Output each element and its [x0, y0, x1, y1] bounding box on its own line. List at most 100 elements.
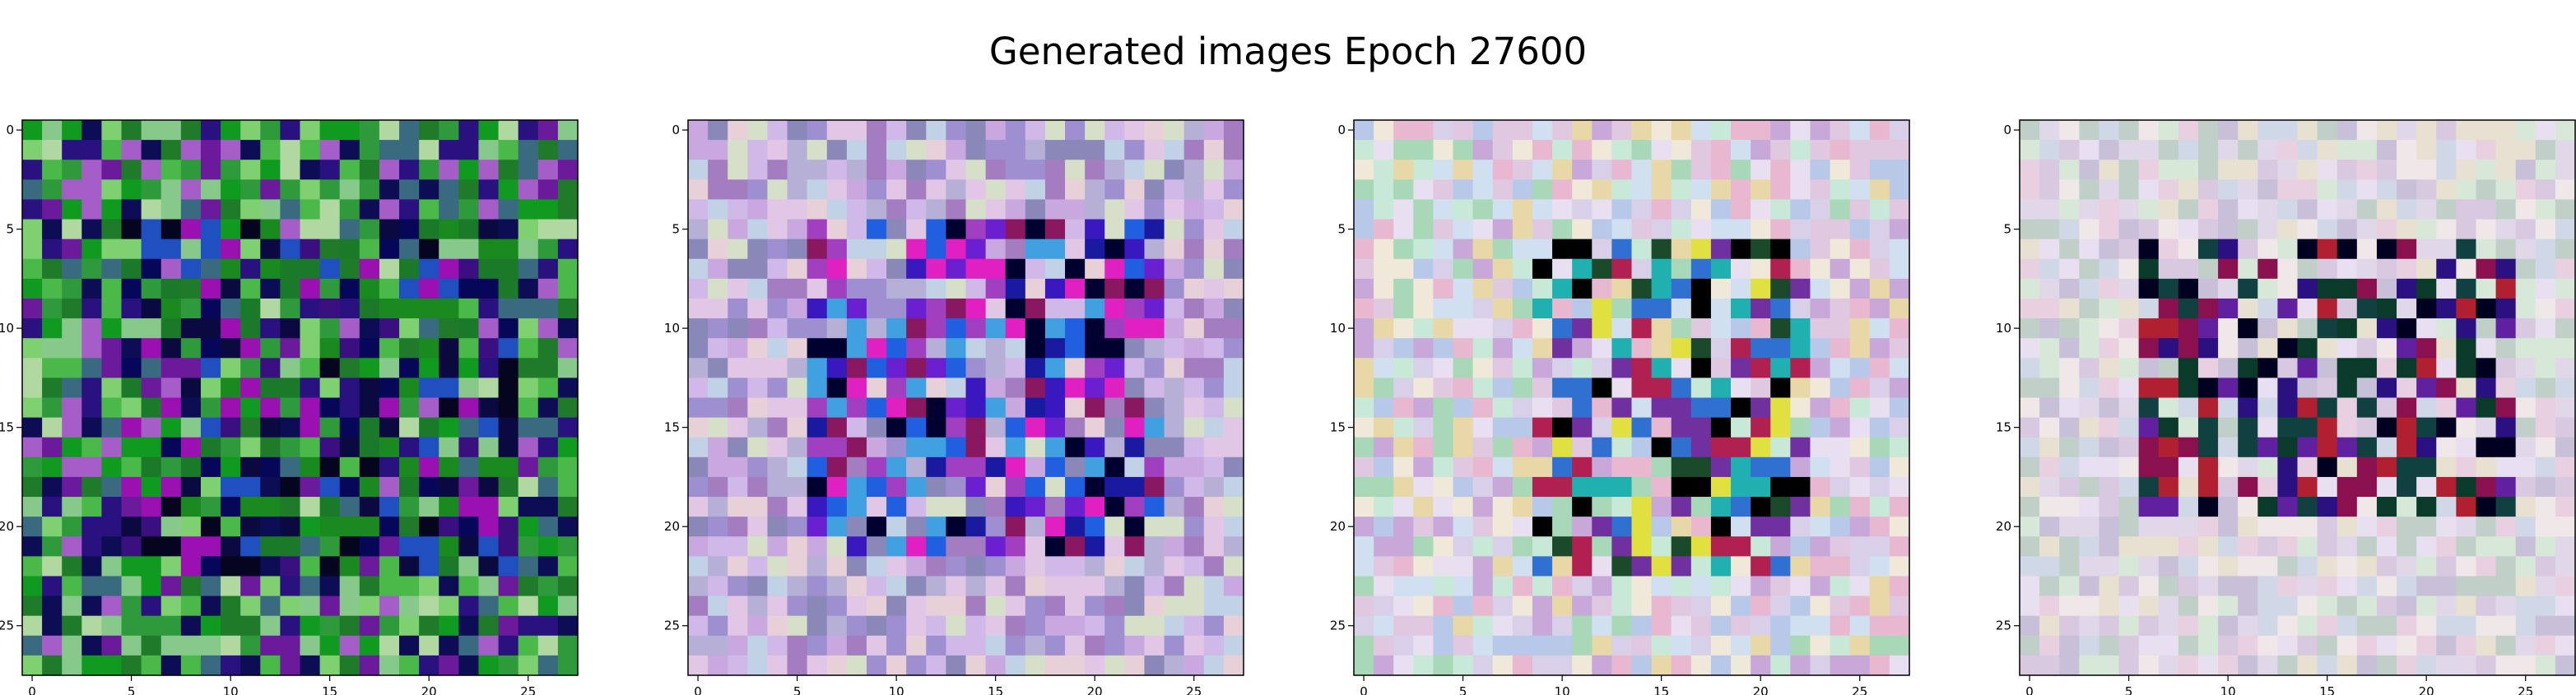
pixel-cell	[1671, 536, 1692, 557]
pixel-cell	[1085, 556, 1105, 577]
pixel-cell	[1453, 635, 1474, 656]
pixel-cell	[2436, 655, 2457, 676]
pixel-cell	[1631, 417, 1653, 438]
pixel-cell	[1710, 595, 1732, 617]
pixel-cell	[846, 655, 867, 676]
pixel-cell	[518, 397, 539, 419]
pixel-cell	[280, 378, 301, 399]
pixel-cell	[458, 576, 480, 597]
pixel-cell	[1710, 160, 1732, 180]
pixel-cell	[319, 219, 341, 240]
pixel-cell	[886, 615, 907, 637]
pixel-cell	[2079, 318, 2100, 339]
pixel-cell	[767, 635, 788, 656]
pixel-cell	[1512, 397, 1533, 419]
pixel-cell	[728, 615, 748, 637]
pixel-cell	[1690, 536, 1712, 557]
pixel-cell	[2555, 635, 2576, 656]
pixel-cell	[2059, 298, 2080, 319]
pixel-cell	[319, 397, 341, 419]
pixel-cell	[160, 397, 182, 419]
pixel-cell	[1104, 417, 1125, 438]
pixel-cell	[728, 219, 748, 240]
pixel-cell	[359, 318, 380, 339]
pixel-cell	[807, 576, 828, 597]
pixel-cell	[1869, 219, 1890, 240]
pixel-cell	[557, 556, 579, 577]
pixel-cell	[1393, 635, 1414, 656]
pixel-cell	[1453, 556, 1474, 577]
pixel-cell	[1631, 476, 1653, 498]
pixel-cell	[866, 655, 887, 676]
pixel-cell	[1572, 358, 1593, 378]
pixel-cell	[300, 120, 321, 141]
pixel-cell	[2356, 298, 2378, 319]
pixel-cell	[2197, 595, 2219, 617]
pixel-cell	[1005, 258, 1026, 280]
pixel-cell	[42, 358, 63, 378]
pixel-cell	[2020, 576, 2040, 597]
pixel-cell	[1374, 655, 1394, 676]
pixel-cell	[1810, 437, 1831, 458]
pixel-cell	[1512, 199, 1533, 220]
pixel-cell	[221, 120, 241, 141]
pixel-cell	[1592, 615, 1612, 637]
pixel-cell	[557, 497, 579, 517]
pixel-cell	[1223, 120, 1244, 141]
pixel-cell	[1453, 160, 1474, 180]
pixel-cell	[826, 140, 848, 160]
pixel-cell	[2495, 497, 2517, 517]
pixel-cell	[946, 497, 967, 517]
pixel-cell	[260, 239, 281, 260]
pixel-cell	[537, 397, 559, 419]
pixel-cell	[42, 437, 63, 458]
pixel-cell	[708, 417, 728, 438]
pixel-cell	[826, 219, 848, 240]
pixel-cell	[518, 456, 539, 478]
pixel-cell	[1751, 595, 1771, 617]
pixel-cell	[1144, 179, 1165, 201]
pixel-cell	[1869, 378, 1890, 399]
pixel-cell	[2555, 576, 2576, 597]
pixel-cell	[1472, 456, 1494, 478]
pixel-cell	[2138, 635, 2160, 656]
pixel-cell	[2495, 298, 2517, 319]
pixel-cell	[2515, 615, 2536, 637]
pixel-cell	[1005, 635, 1026, 656]
pixel-cell	[160, 536, 182, 557]
pixel-cell	[1751, 378, 1771, 399]
pixel-cell	[1104, 437, 1125, 458]
pixel-cell	[1492, 517, 1514, 537]
pixel-cell	[688, 318, 709, 339]
pixel-cell	[518, 595, 539, 617]
pixel-cell	[240, 120, 261, 141]
pixel-cell	[81, 476, 103, 498]
pixel-cell	[985, 595, 1007, 617]
pixel-cell	[359, 476, 380, 498]
pixel-cell	[1025, 358, 1046, 378]
pixel-cell	[280, 556, 301, 577]
pixel-cell	[300, 655, 321, 676]
pixel-cell	[906, 160, 927, 180]
pixel-cell	[2059, 199, 2080, 220]
pixel-cell	[1453, 437, 1474, 458]
pixel-cell	[1354, 437, 1374, 458]
pixel-cell	[2178, 199, 2199, 220]
pixel-cell	[280, 397, 301, 419]
pixel-cell	[280, 120, 301, 141]
pixel-cell	[1164, 476, 1185, 498]
pixel-cell	[807, 298, 828, 319]
y-tick-label: 15	[1996, 420, 2011, 435]
pixel-cell	[62, 556, 82, 577]
pixel-cell	[1065, 497, 1086, 517]
pixel-cell	[2356, 635, 2378, 656]
pixel-cell	[1492, 298, 1514, 319]
pixel-cell	[2476, 595, 2497, 617]
pixel-cell	[379, 576, 400, 597]
pixel-cell	[1651, 298, 1672, 319]
pixel-cell	[826, 378, 848, 399]
pixel-cell	[22, 298, 43, 319]
pixel-cell	[1203, 476, 1225, 498]
pixel-cell	[319, 318, 341, 339]
pixel-cell	[1592, 160, 1612, 180]
